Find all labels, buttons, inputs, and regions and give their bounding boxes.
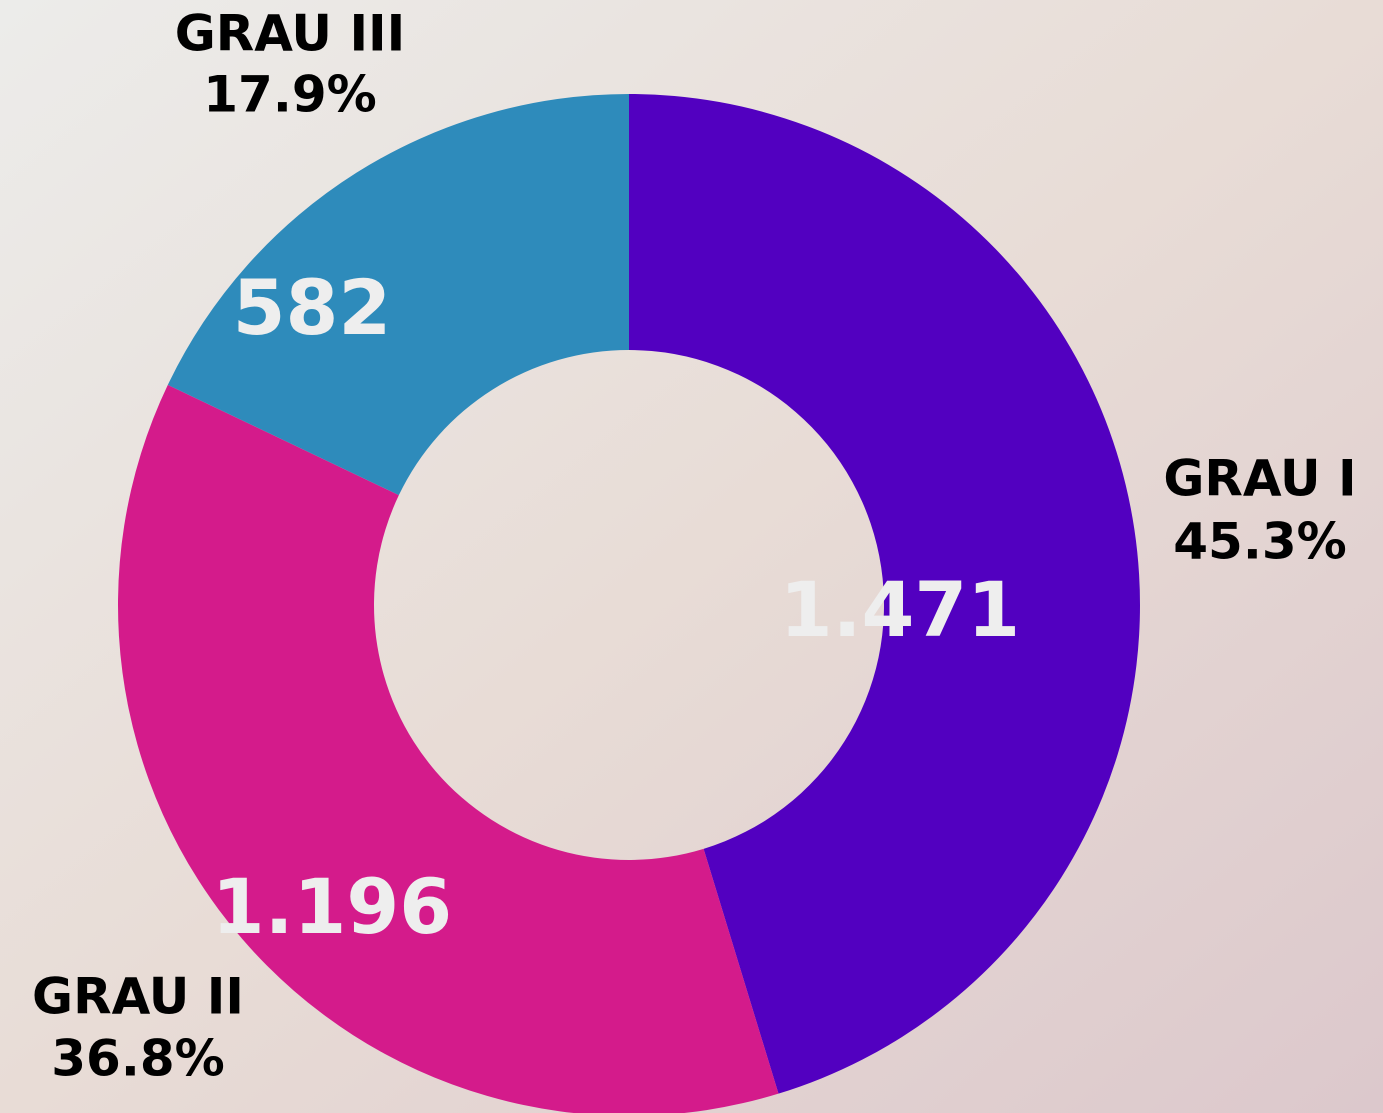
page: 1.471 GRAU I45.3% 1.196 GRAU II36.8% 582 GRAU… — [0, 0, 1383, 1113]
value-label: 582 — [233, 263, 392, 352]
category-label: GRAU II — [32, 968, 244, 1026]
value-label: 1.471 — [780, 565, 1020, 654]
percentage-label: 17.9% — [203, 66, 376, 124]
chart: 1.471 GRAU I45.3% 1.196 GRAU II36.8% 582 GRAU… — [0, 0, 1383, 1113]
category-label: GRAU I — [1163, 450, 1356, 508]
value-label: 1.196 — [212, 862, 452, 951]
percentage-label: 36.8% — [51, 1030, 224, 1088]
percentage-label: 45.3% — [1173, 513, 1346, 571]
category-label: GRAU III — [175, 5, 406, 63]
